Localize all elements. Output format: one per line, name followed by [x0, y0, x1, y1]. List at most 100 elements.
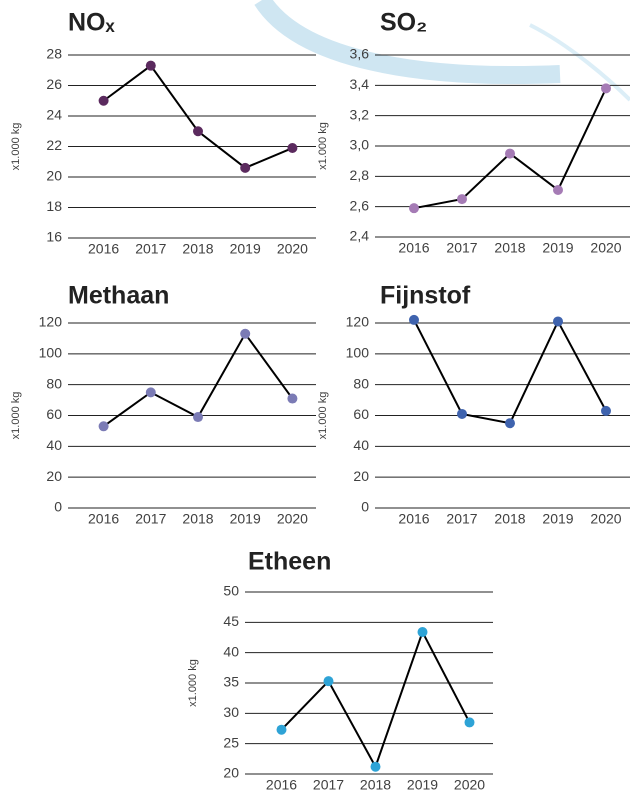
- x-tick-label: 2019: [407, 777, 438, 793]
- decoration-arc: [529, 23, 630, 102]
- chart-title: Fijnstof: [380, 282, 471, 310]
- y-tick-label: 20: [46, 468, 62, 484]
- x-tick-label: 2018: [182, 241, 213, 257]
- y-tick-label: 3,6: [350, 46, 370, 62]
- x-tick-label: 2016: [88, 511, 119, 527]
- point: [98, 421, 109, 432]
- y-tick-label: 30: [223, 704, 239, 720]
- point: [370, 761, 381, 772]
- x-tick-label: 2016: [398, 511, 429, 527]
- y-tick-label: 25: [223, 734, 239, 750]
- x-tick-label: 2017: [446, 240, 477, 256]
- x-tick-label: 2019: [230, 511, 261, 527]
- y-tick-label: 50: [223, 583, 239, 599]
- y-tick-label: 0: [54, 499, 62, 515]
- point: [276, 724, 287, 735]
- y-tick-label: 22: [46, 137, 62, 153]
- x-tick-label: 2020: [590, 240, 621, 256]
- decoration-arc: [254, 0, 561, 85]
- point: [193, 412, 203, 423]
- point: [240, 328, 251, 339]
- y-tick-label: 3,2: [350, 106, 370, 122]
- x-tick-label: 2018: [494, 240, 525, 256]
- point: [145, 60, 156, 71]
- y-tick-label: 40: [46, 437, 62, 453]
- y-tick-label: 60: [353, 406, 369, 422]
- x-tick-label: 2017: [135, 511, 166, 527]
- chart-title: Methaan: [68, 282, 169, 310]
- y-tick-label: 40: [223, 643, 239, 659]
- point: [409, 314, 419, 325]
- point: [98, 95, 109, 106]
- point: [457, 408, 467, 419]
- y-tick-label: 2,8: [350, 167, 370, 183]
- y-tick-label: 2,4: [350, 228, 370, 244]
- y-axis-label: x1.000 kg: [317, 392, 329, 440]
- point: [193, 126, 203, 137]
- x-tick-label: 2017: [446, 511, 477, 527]
- point: [287, 143, 298, 154]
- y-tick-label: 120: [39, 314, 63, 330]
- y-tick-label: 80: [46, 375, 62, 391]
- point: [601, 83, 611, 94]
- y-tick-label: 35: [223, 674, 239, 690]
- x-tick-label: 2016: [88, 241, 119, 257]
- x-tick-label: 2018: [182, 511, 213, 527]
- x-tick-label: 2020: [277, 241, 308, 257]
- y-tick-label: 16: [46, 229, 62, 245]
- x-tick-label: 2018: [494, 511, 525, 527]
- y-tick-label: 20: [223, 765, 239, 781]
- x-tick-label: 2019: [542, 511, 573, 527]
- y-tick-label: 45: [223, 613, 239, 629]
- line: [413, 87, 607, 210]
- y-tick-label: 120: [346, 314, 370, 330]
- y-axis-label: x1.000 kg: [10, 123, 22, 171]
- y-tick-label: 20: [353, 468, 369, 484]
- y-tick-label: 26: [46, 76, 62, 92]
- chart-title: NOₓ: [68, 9, 116, 37]
- x-tick-label: 2018: [360, 777, 391, 793]
- line: [413, 319, 607, 425]
- x-tick-label: 2016: [398, 240, 429, 256]
- x-tick-label: 2019: [542, 240, 573, 256]
- point: [323, 676, 334, 687]
- y-tick-label: 24: [46, 107, 62, 123]
- line: [103, 64, 293, 169]
- x-tick-label: 2017: [313, 777, 344, 793]
- point: [417, 627, 428, 638]
- point: [505, 418, 515, 429]
- x-tick-label: 2017: [135, 241, 166, 257]
- y-tick-label: 0: [361, 499, 369, 515]
- x-tick-label: 2020: [590, 511, 621, 527]
- y-axis-label: x1.000 kg: [187, 659, 199, 707]
- point: [240, 162, 251, 173]
- y-tick-label: 40: [353, 437, 369, 453]
- point: [553, 316, 563, 327]
- x-tick-label: 2019: [230, 241, 261, 257]
- point: [464, 717, 475, 728]
- x-tick-label: 2016: [266, 777, 297, 793]
- y-tick-label: 28: [46, 46, 62, 62]
- point: [553, 184, 563, 195]
- y-axis-label: x1.000 kg: [10, 392, 22, 440]
- x-tick-label: 2020: [277, 511, 308, 527]
- y-tick-label: 20: [46, 168, 62, 184]
- y-tick-label: 18: [46, 198, 62, 214]
- y-tick-label: 100: [39, 345, 63, 361]
- y-tick-label: 80: [353, 375, 369, 391]
- y-tick-label: 3,4: [350, 76, 370, 92]
- chart-title: Etheen: [248, 548, 331, 576]
- y-tick-label: 2,6: [350, 197, 370, 213]
- point: [145, 387, 156, 398]
- point: [457, 194, 467, 205]
- y-tick-label: 100: [346, 345, 370, 361]
- y-tick-label: 60: [46, 406, 62, 422]
- chart-title: SO₂: [380, 9, 427, 37]
- point: [287, 393, 298, 404]
- y-tick-label: 3,0: [350, 137, 370, 153]
- y-axis-label: x1.000 kg: [317, 122, 329, 170]
- x-tick-label: 2020: [454, 777, 485, 793]
- point: [409, 203, 419, 214]
- point: [505, 148, 515, 159]
